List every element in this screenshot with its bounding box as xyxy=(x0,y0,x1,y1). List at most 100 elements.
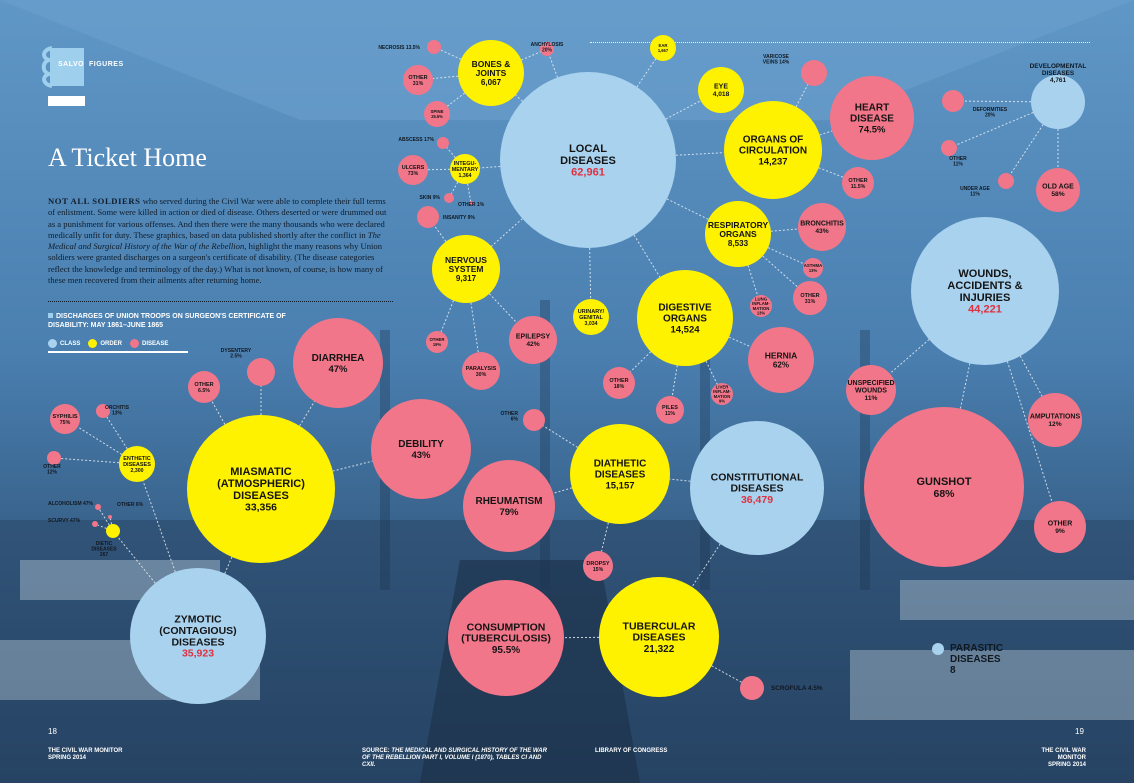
link-wounds-to-unspecified xyxy=(889,339,930,374)
label-tubercular-1: DISEASES xyxy=(632,632,685,644)
link-diathetic-to-diath-other xyxy=(543,425,578,448)
label-integ-0: INTEGU- xyxy=(454,161,477,167)
value-diarrhea: 47% xyxy=(328,364,348,375)
ext-label-necrosis-0: NECROSIS 13.5% xyxy=(378,45,420,51)
legend: CLASS ORDER DISEASE xyxy=(48,335,176,348)
legend-item-order: ORDER xyxy=(88,339,122,348)
bubble-debility xyxy=(371,399,471,499)
label-asthma-0: ASTHMA xyxy=(804,263,822,268)
label-heart-0: HEART xyxy=(855,103,889,114)
legend-dot-icon xyxy=(88,339,98,348)
bubble-dietic xyxy=(106,524,120,538)
right-footer: THE CIVIL WAR MONITOR SPRING 2014 xyxy=(1014,748,1086,769)
ext-label-dietic-other-0: OTHER 6% xyxy=(117,502,144,508)
value-zymotic: 35,923 xyxy=(182,648,214,660)
intro-paragraph: NOT ALL SOLDIERS who served during the C… xyxy=(48,196,393,286)
label-enthetic-1: DISEASES xyxy=(123,462,151,468)
label-unspecified-1: WOUNDS xyxy=(855,387,887,394)
link-dietic-to-scurvy xyxy=(97,524,107,529)
label-local-1: DISEASES xyxy=(560,155,616,167)
label-digestive-1: ORGANS xyxy=(663,314,707,325)
ext-label-developmental-0: DEVELOPMENTAL xyxy=(1030,63,1087,70)
label-circulation-0: ORGANS OF xyxy=(743,135,804,146)
bubble-asthma xyxy=(803,258,823,278)
bubble-circulation xyxy=(724,101,822,199)
value-diathetic: 15,157 xyxy=(605,480,634,491)
label-liver-inflam-0: LIVER xyxy=(716,385,730,390)
ext-label-dev-other-0: OTHER xyxy=(949,156,967,162)
left-footer: THE CIVIL WAR MONITOR SPRING 2014 xyxy=(48,748,122,762)
photo-credit: LIBRARY OF CONGRESS xyxy=(595,748,668,754)
label-consumption-1: (TUBERCULOSIS) xyxy=(461,633,551,645)
label-integ-1: MENTARY xyxy=(452,167,479,173)
link-integ-to-integ-other xyxy=(467,183,472,202)
bubble-diarrhea xyxy=(293,318,383,408)
value-ear: 1,667 xyxy=(658,48,669,53)
ext-label-integ-other-0: OTHER 1% xyxy=(458,202,485,208)
bubble-miasmatic xyxy=(187,415,335,563)
label-zymotic-2: DISEASES xyxy=(171,636,224,648)
bubble-nodes: LOCALDISEASES62,961CONSTITUTIONALDISEASE… xyxy=(43,35,1086,704)
value-miasm-other: 6.5% xyxy=(198,388,210,394)
value-ulcers: 73% xyxy=(408,171,419,177)
ext-label-dysentery-1: 2.5% xyxy=(230,354,242,360)
salvo-swirl-icon xyxy=(41,46,56,88)
value-hernia: 62% xyxy=(773,361,789,370)
link-respiratory-to-asthma xyxy=(767,247,805,265)
link-bones-to-necrosis xyxy=(440,49,462,60)
bubble-dietic-other xyxy=(108,515,112,519)
label-lung-inflam-0: LUNG xyxy=(755,297,768,302)
bubble-lung-inflam xyxy=(750,295,772,317)
link-respiratory-to-resp-other xyxy=(762,255,798,288)
bubble-scrofula xyxy=(740,676,764,700)
label-urinary-0: URINARY/ xyxy=(578,309,605,315)
node-skin: SKIN 9% xyxy=(419,193,454,203)
link-local-to-integ xyxy=(479,165,501,169)
link-zymotic-to-enthetic xyxy=(142,480,176,573)
bubble-necrosis xyxy=(427,40,441,54)
link-circulation-to-heart xyxy=(819,130,833,136)
legend-label: DISEASE xyxy=(142,340,169,347)
value-lung-inflam: 13% xyxy=(757,310,766,315)
page-title: A Ticket Home xyxy=(48,143,207,172)
link-local-to-respiratory xyxy=(666,198,709,220)
bubble-spine xyxy=(424,101,450,127)
legend-rule xyxy=(48,351,188,353)
ext-label-under-age-0: UNDER AGE xyxy=(960,186,990,192)
link-bones-to-spine xyxy=(447,92,466,107)
bubble-zymotic xyxy=(130,568,266,704)
link-developmental-to-dev-other xyxy=(956,112,1034,146)
label-gunshot-0: GUNSHOT xyxy=(917,476,972,488)
link-diathetic-to-dropsy xyxy=(601,522,609,552)
label-amputations-0: AMPUTATIONS xyxy=(1030,414,1081,421)
legend-item-class: CLASS xyxy=(48,339,80,348)
link-wounds-to-wounds-other xyxy=(1006,361,1053,503)
value-nerv-other: 19% xyxy=(433,342,442,347)
label-syphilis-0: SYPHILIS xyxy=(52,414,77,420)
bubble-consumption xyxy=(448,580,564,696)
label-wounds-0: WOUNDS, xyxy=(958,268,1011,280)
bubble-diath-other xyxy=(523,409,545,431)
label-circ-other-0: OTHER xyxy=(848,178,867,184)
value-bones-other: 31% xyxy=(413,81,424,87)
right-issue: SPRING 2014 xyxy=(1047,762,1086,768)
bubble-orchitis xyxy=(96,404,110,418)
ext-label-anchylosis-1: 20% xyxy=(542,48,553,54)
bubble-resp-other xyxy=(793,281,827,315)
